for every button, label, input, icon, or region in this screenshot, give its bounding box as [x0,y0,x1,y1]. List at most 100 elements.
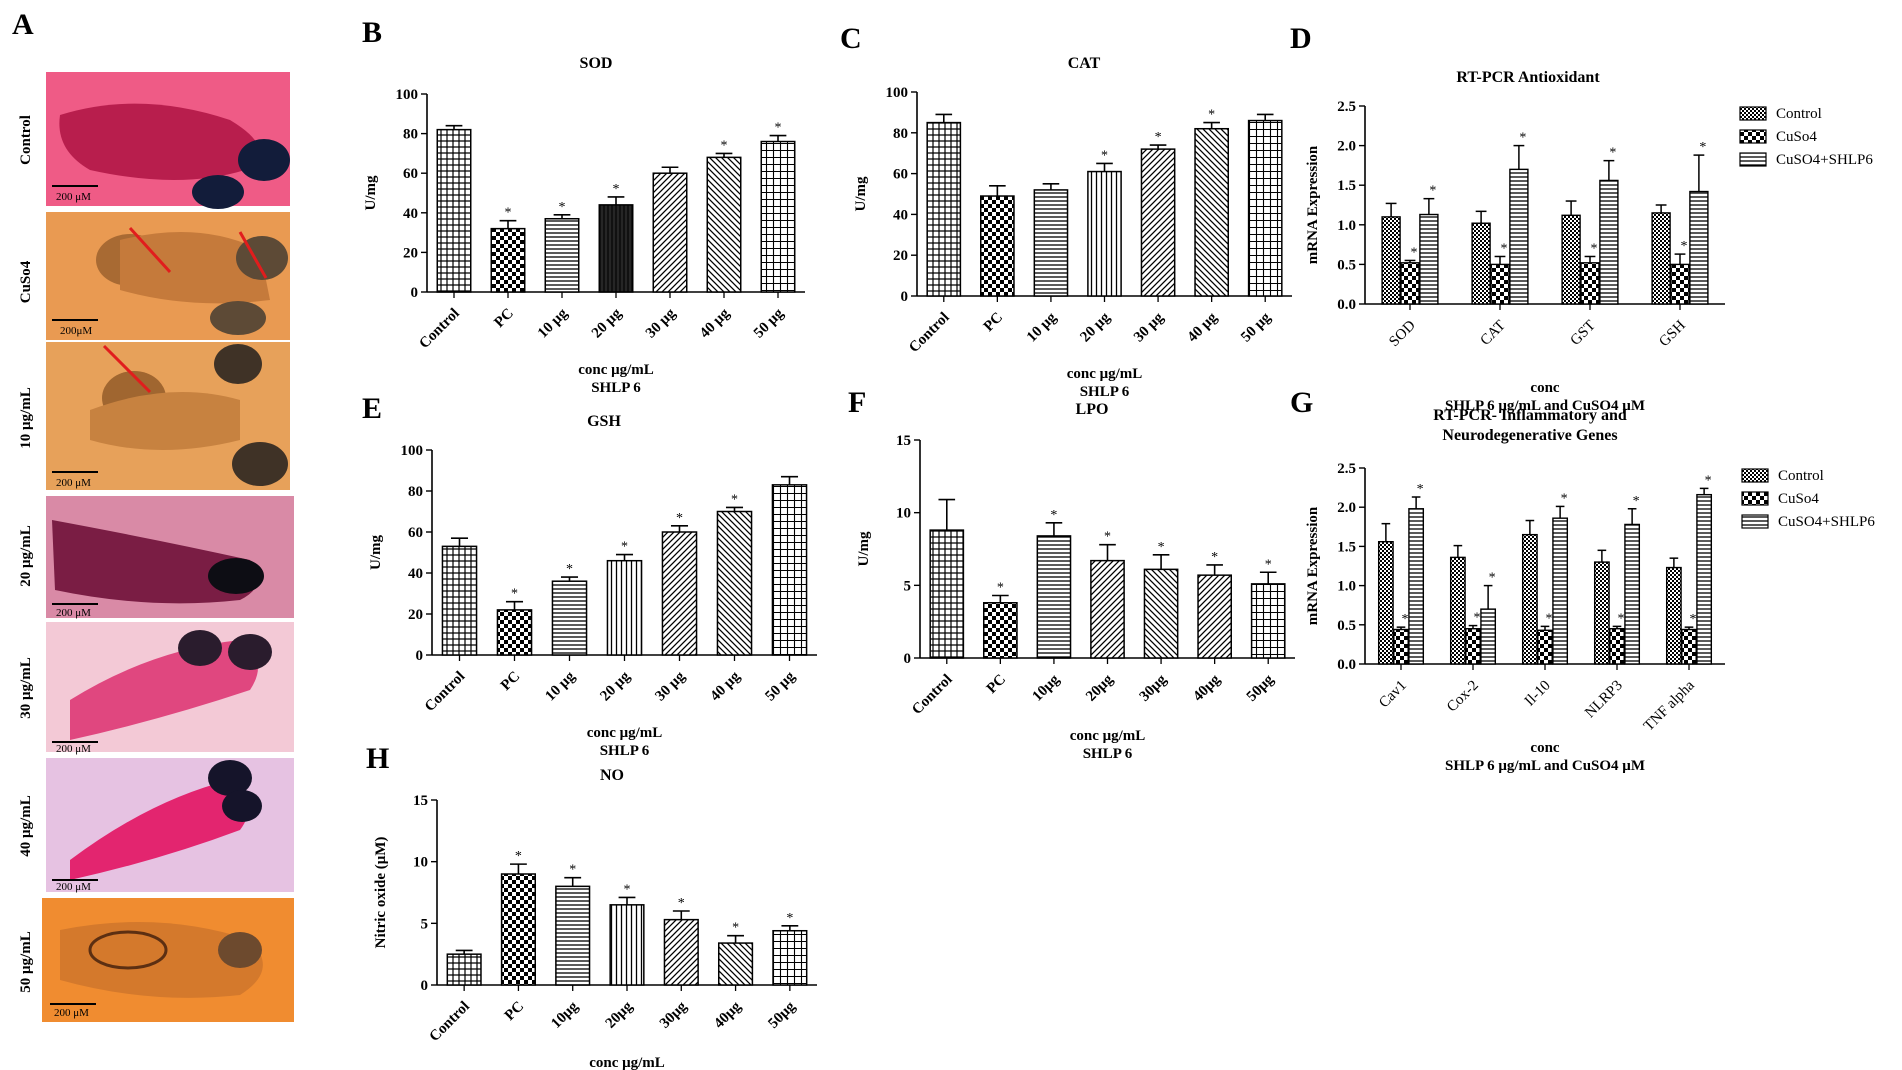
x-tick-label: PC [502,999,527,1024]
significance-mark: * [1104,530,1111,545]
y-tick-label: 40 [403,206,418,222]
significance-mark: * [721,138,728,153]
bar [760,140,796,293]
y-tick-label: 0 [904,651,912,667]
x-tick-label: GST [1567,318,1598,349]
significance-mark: * [1489,571,1496,586]
scale-bar-50ug: 200 μM [54,1007,89,1019]
y-tick-label: 0.0 [1337,657,1356,673]
y-tick-label: 20 [403,245,418,261]
panel-letter: G [1290,386,1313,419]
x-tick-label: 30μg [657,998,691,1032]
x-tick-label: 10μg [1030,671,1064,705]
x-axis-sublabel: SHLP 6 [1080,384,1130,400]
x-axis-sublabel: SHLP 6 [1083,746,1133,762]
significance-mark: * [786,911,793,926]
bar [1400,262,1420,305]
legend-swatch [1741,514,1769,529]
y-tick-label: 2.0 [1337,139,1356,155]
bar [1087,170,1122,297]
significance-mark: * [1561,491,1568,506]
bar [1381,216,1401,305]
x-tick-label: Control [416,306,462,352]
chart-title: NO [600,767,624,784]
bar [1033,189,1069,297]
panel-c-cat-chart: C CAT 0 20 40 60 80 100 U/mg Control PC 10 μg * 20 μg… [840,22,1292,400]
bar [771,484,808,656]
bar [609,904,645,986]
row-label-40ug: 40 μg/mL [18,795,34,856]
significance-mark: * [1705,473,1712,488]
y-tick-label: 10 [896,506,911,522]
significance-mark: * [1429,184,1436,199]
legend-label: CuSo4 [1776,129,1817,145]
x-axis-label: conc μg/mL [1070,728,1146,744]
x-tick-label: PC [491,306,516,331]
bar [1419,213,1439,305]
significance-mark: * [1501,241,1508,256]
bar [1580,262,1600,305]
bar [1393,628,1409,665]
bar [1561,214,1581,305]
chart-title: RT-PCR Antioxidant [1456,69,1600,86]
x-tick-label: Control [906,310,952,356]
significance-mark: * [1699,140,1706,155]
image-control: 200 μM [46,72,290,209]
x-axis-sublabel: SHLP 6 [600,743,650,759]
x-tick-label: 30 μg [643,305,679,341]
panel-letter: F [848,386,866,419]
scale-bar-10ug: 200 μM [56,477,91,489]
row-label-50ug: 50 μg/mL [18,931,34,992]
y-tick-label: 80 [403,127,418,143]
significance-mark: * [569,863,576,878]
bar [1197,574,1233,659]
bar [1689,190,1709,305]
significance-mark: * [624,882,631,897]
significance-mark: * [1417,482,1424,497]
bar [980,195,1015,297]
x-tick-label: 50 μg [1238,309,1274,345]
bar [661,531,698,656]
bar [1665,566,1682,665]
significance-mark: * [1609,146,1616,161]
y-tick-label: 60 [893,167,908,183]
x-tick-label: PC [498,669,523,694]
scale-bar-cuso4: 200μM [60,325,92,337]
bar [926,121,962,297]
bar [717,942,754,986]
y-tick-label: 2.5 [1337,99,1356,115]
x-tick-label: 50 μg [751,305,787,341]
bar [716,510,753,656]
row-label-control: Control [18,115,34,165]
bar [496,609,533,656]
bar [606,559,643,656]
image-20ug: 200 μM [46,496,294,619]
bar [1593,561,1610,665]
significance-mark: * [676,511,683,526]
significance-mark: * [1265,557,1272,572]
y-axis-label: mRNA Expression [1305,506,1321,625]
y-tick-label: 20 [893,248,908,264]
y-tick-label: 60 [403,166,418,182]
x-tick-label: Control [426,999,472,1045]
significance-mark: * [1155,130,1162,145]
x-tick-label: 40 μg [1185,309,1221,345]
significance-mark: * [1101,148,1108,163]
significance-mark: * [1050,508,1057,523]
x-tick-label: SOD [1386,317,1419,350]
y-tick-label: 5 [904,578,912,594]
bar [1537,629,1553,665]
y-tick-label: 100 [401,443,424,459]
x-tick-label: GSH [1656,317,1689,350]
y-tick-label: 0.5 [1337,618,1356,634]
bar [1377,540,1394,665]
y-tick-label: 1.0 [1337,218,1356,234]
bar [1609,628,1625,665]
x-tick-label: PC [984,672,1009,697]
significance-mark: * [613,182,620,197]
x-axis-label: conc μg/mL [1067,366,1143,382]
y-tick-label: 1.5 [1337,178,1356,194]
y-tick-label: 20 [408,607,423,623]
x-tick-label: Cav1 [1376,678,1410,712]
significance-mark: * [511,587,518,602]
